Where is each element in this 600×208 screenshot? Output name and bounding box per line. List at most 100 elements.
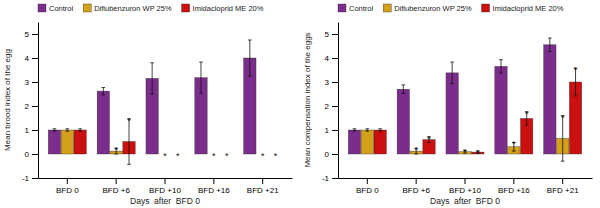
annotation: * xyxy=(476,148,480,158)
y-tick-mark xyxy=(332,178,338,179)
bar xyxy=(374,130,386,154)
chart-svg: Control Diflubenzuron WP 25% Imidacloprid … xyxy=(0,0,600,208)
y-tick-label: 3 xyxy=(325,78,330,87)
y-tick-label: 1 xyxy=(25,126,30,135)
y-tick: 4 xyxy=(25,54,38,63)
error-bar xyxy=(353,129,357,131)
error-bar xyxy=(199,62,203,93)
legend-item: Control xyxy=(38,4,74,13)
y-tick: 1 xyxy=(25,126,38,135)
x-tick-mark xyxy=(367,178,368,184)
y-tick-mark xyxy=(332,130,338,131)
y-tick: 0 xyxy=(25,150,38,159)
y-tick-mark xyxy=(332,82,338,83)
annotation: * xyxy=(574,65,578,75)
y-tick-label: 0 xyxy=(25,150,30,159)
y-tick-mark xyxy=(332,106,338,107)
x-tick-label: BFD +10 xyxy=(449,186,481,195)
legend: Control Diflubenzuron WP 25% Imidacloprid … xyxy=(38,4,264,13)
y-tick: 3 xyxy=(25,78,38,87)
y-axis-line xyxy=(338,23,339,179)
annotations: ******** xyxy=(414,65,577,158)
x-tick: BFD +21 xyxy=(247,178,279,195)
x-tick-label: BFD +6 xyxy=(402,186,430,195)
annotation: * xyxy=(274,151,278,161)
y-tick-mark xyxy=(32,154,38,155)
y-axis: -1012345 xyxy=(22,23,39,184)
bar xyxy=(495,66,507,154)
annotation: * xyxy=(525,109,529,119)
y-tick-mark xyxy=(332,154,338,155)
y-tick-label: 3 xyxy=(25,78,30,87)
error-bar xyxy=(548,38,552,51)
bar-series xyxy=(348,45,556,154)
y-tick-label: 5 xyxy=(25,30,30,39)
legend-swatch xyxy=(83,4,91,12)
error-bar xyxy=(78,129,82,131)
x-tick-mark xyxy=(165,178,166,184)
bar-series xyxy=(48,58,256,154)
annotation: * xyxy=(561,113,565,123)
bar-series xyxy=(61,130,122,154)
legend-swatch xyxy=(182,4,190,12)
annotation: * xyxy=(261,151,265,161)
annotation: * xyxy=(163,151,167,161)
error-bar xyxy=(450,62,454,84)
y-tick-mark xyxy=(32,130,38,131)
legend-label: Imidacloprid ME 20% xyxy=(493,4,564,13)
legend-label: Imidacloprid ME 20% xyxy=(193,4,264,13)
y-tick-mark xyxy=(32,34,38,35)
annotation: * xyxy=(127,116,131,126)
y-tick-mark xyxy=(32,178,38,179)
x-tick: BFD 0 xyxy=(56,178,79,195)
error-bars xyxy=(53,40,252,131)
x-tick: BFD +10 xyxy=(449,178,481,195)
y-tick: 4 xyxy=(325,54,338,63)
y-tick-mark xyxy=(32,106,38,107)
annotation: * xyxy=(463,147,467,157)
error-bar xyxy=(378,129,382,131)
y-tick: 5 xyxy=(25,30,38,39)
plot-area: ********BFD 0BFD +6BFD +10BFD +16BFD +21… xyxy=(322,23,593,195)
y-axis-line xyxy=(38,23,39,179)
x-axis-title: Days after BFD 0 xyxy=(130,196,200,206)
legend-item: Control xyxy=(338,4,374,13)
error-bars xyxy=(66,129,118,154)
x-axis-title: Days after BFD 0 xyxy=(430,196,500,206)
legend-swatch xyxy=(38,4,46,12)
annotation: * xyxy=(225,151,229,161)
annotation: * xyxy=(114,145,118,155)
x-tick-mark xyxy=(562,178,563,184)
x-tick: BFD 0 xyxy=(356,178,379,195)
x-tick-mark xyxy=(262,178,263,184)
error-bar xyxy=(150,63,154,94)
bar xyxy=(397,89,409,154)
bar xyxy=(48,130,60,154)
x-tick: BFD +10 xyxy=(149,178,181,195)
y-tick-mark xyxy=(332,58,338,59)
annotation: * xyxy=(512,139,516,149)
x-tick: BFD +16 xyxy=(498,178,530,195)
y-tick-label: 5 xyxy=(325,30,330,39)
bar xyxy=(544,45,556,154)
x-tick-label: BFD +6 xyxy=(102,186,130,195)
x-tick-mark xyxy=(116,178,117,184)
y-tick-mark xyxy=(32,58,38,59)
x-tick-label: BFD +16 xyxy=(498,186,530,195)
error-bar xyxy=(66,129,70,131)
bar xyxy=(361,130,373,154)
panel: ControlDiflubenzuron WP 25%Imidacloprid … xyxy=(303,4,593,206)
x-tick-label: BFD +10 xyxy=(149,186,181,195)
y-tick-label: -1 xyxy=(322,174,330,183)
bar xyxy=(446,73,458,154)
legend-item: Imidacloprid ME 20% xyxy=(182,4,264,13)
legend-item: Diflubenzuron WP 25% xyxy=(83,4,172,13)
error-bars xyxy=(378,68,577,153)
bar xyxy=(61,130,73,154)
x-tick: BFD +6 xyxy=(402,178,430,195)
x-tick: BFD +21 xyxy=(547,178,579,195)
legend-label: Control xyxy=(49,4,74,13)
error-bars xyxy=(353,38,552,131)
y-axis-title: Mean compensation index of the eggs xyxy=(303,32,312,167)
x-tick-mark xyxy=(513,178,514,184)
